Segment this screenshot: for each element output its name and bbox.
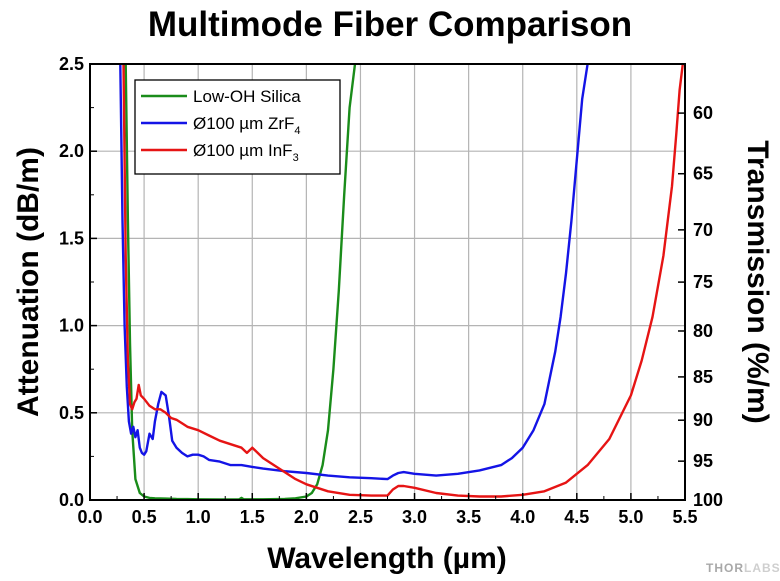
y2-tick-label: 80 bbox=[693, 321, 713, 341]
y2-tick-label: 65 bbox=[693, 164, 713, 184]
brand-part-b: LABS bbox=[744, 561, 780, 575]
x-tick-label: 2.5 bbox=[348, 507, 373, 527]
x-tick-label: 4.5 bbox=[564, 507, 589, 527]
x-tick-label: 1.5 bbox=[240, 507, 265, 527]
plot-series bbox=[119, 64, 684, 500]
y2-axis-label: Transmission (%/m) bbox=[741, 140, 774, 423]
chart-title: Multimode Fiber Comparison bbox=[148, 5, 632, 44]
y-tick-label: 2.0 bbox=[59, 141, 84, 161]
axis-ticks: 0.0 0.5 1.0 1.5 2.0 2.5 3.0 3.5 4.0 4.5 5.0 5.5 0.0 0… bbox=[59, 54, 723, 527]
x-tick-label: 0.0 bbox=[77, 507, 102, 527]
x-axis-label: Wavelength (µm) bbox=[267, 542, 507, 575]
y-tick-label: 1.5 bbox=[59, 228, 84, 248]
series-line-0 bbox=[124, 64, 357, 500]
legend-label-subscript: 4 bbox=[294, 125, 300, 137]
series-line-2 bbox=[122, 64, 684, 498]
legend: Low-OH Silica Ø100 µm ZrF4 Ø100 µm InF3 bbox=[134, 79, 341, 175]
brand-part-a: THOR bbox=[706, 561, 744, 575]
legend-label: Ø100 µm ZrF4 bbox=[193, 114, 301, 137]
series-line-1 bbox=[119, 64, 589, 481]
y2-tick-label: 60 bbox=[693, 103, 713, 123]
y2-tick-label: 100 bbox=[693, 490, 723, 510]
y2-tick-label: 90 bbox=[693, 410, 713, 430]
y-tick-label: 2.5 bbox=[59, 54, 84, 74]
legend-label: Low-OH Silica bbox=[193, 87, 301, 106]
grid bbox=[90, 64, 685, 500]
legend-label-subscript: 3 bbox=[293, 152, 299, 164]
x-tick-label: 3.5 bbox=[456, 507, 481, 527]
x-tick-label: 5.0 bbox=[618, 507, 643, 527]
y-axis-label: Attenuation (dB/m) bbox=[12, 147, 45, 417]
x-tick-label: 5.5 bbox=[672, 507, 697, 527]
x-tick-label: 2.0 bbox=[294, 507, 319, 527]
brand-logo: THORLABS bbox=[706, 561, 780, 575]
y-tick-label: 0.5 bbox=[59, 403, 84, 423]
y2-tick-label: 95 bbox=[693, 451, 713, 471]
y2-tick-label: 85 bbox=[693, 367, 713, 387]
y2-tick-label: 70 bbox=[693, 220, 713, 240]
legend-label: Ø100 µm InF3 bbox=[193, 141, 299, 164]
y2-tick-label: 75 bbox=[693, 272, 713, 292]
x-tick-label: 0.5 bbox=[132, 507, 157, 527]
x-tick-label: 3.0 bbox=[402, 507, 427, 527]
y-tick-label: 0.0 bbox=[59, 490, 84, 510]
x-tick-label: 4.0 bbox=[510, 507, 535, 527]
x-tick-label: 1.0 bbox=[186, 507, 211, 527]
y-tick-label: 1.0 bbox=[59, 316, 84, 336]
